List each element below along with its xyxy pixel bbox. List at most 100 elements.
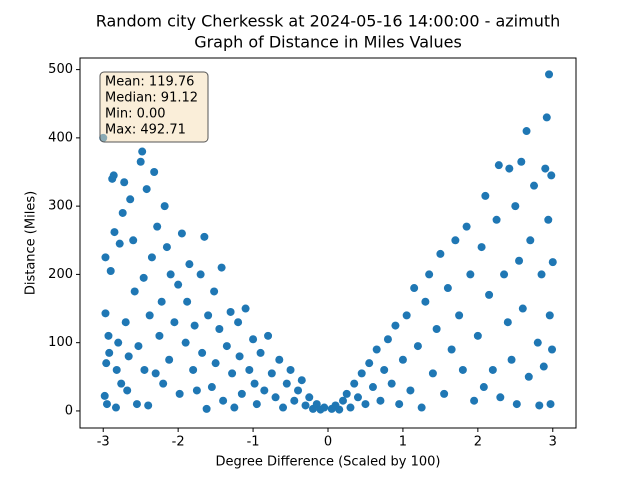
point: [267, 369, 276, 378]
point: [517, 157, 526, 166]
point: [376, 396, 385, 405]
point: [155, 331, 164, 340]
point: [417, 403, 426, 412]
point: [443, 284, 452, 293]
point: [136, 157, 145, 166]
point: [160, 202, 169, 211]
point: [275, 355, 284, 364]
point: [488, 365, 497, 374]
point: [202, 404, 211, 413]
point: [102, 359, 111, 368]
point: [166, 270, 175, 279]
point: [335, 405, 344, 414]
point: [140, 365, 149, 374]
point: [207, 383, 216, 392]
x-tick-label: 1: [399, 435, 407, 450]
stats-text: Min: 0.00: [105, 107, 166, 122]
point: [241, 304, 250, 313]
point: [250, 379, 259, 388]
point: [368, 383, 377, 392]
point: [118, 208, 127, 217]
point: [436, 249, 445, 258]
point: [121, 318, 130, 327]
point: [481, 191, 490, 200]
point: [114, 338, 123, 347]
point: [473, 331, 482, 340]
point: [413, 342, 422, 351]
point: [361, 400, 370, 409]
y-tick-label: 0: [65, 403, 73, 418]
point: [102, 400, 111, 409]
point: [138, 147, 147, 156]
point: [357, 369, 366, 378]
point: [190, 321, 199, 330]
stats-box: [99, 71, 209, 143]
point: [301, 401, 310, 410]
point: [391, 321, 400, 330]
point: [505, 164, 514, 173]
x-tick-label: -2: [172, 435, 185, 450]
point: [101, 253, 110, 262]
point: [264, 331, 273, 340]
x-tick-label: 0: [324, 435, 332, 450]
point: [432, 325, 441, 334]
point: [222, 342, 231, 351]
point: [545, 311, 554, 320]
point: [271, 393, 280, 402]
point: [105, 348, 114, 357]
point: [189, 365, 198, 374]
point: [503, 318, 512, 327]
point: [109, 171, 118, 180]
point: [539, 362, 548, 371]
point: [545, 70, 554, 79]
point: [144, 401, 153, 410]
point: [106, 266, 115, 275]
point: [402, 311, 411, 320]
point: [524, 372, 533, 381]
y-tick-label: 300: [48, 199, 73, 214]
point: [204, 311, 213, 320]
point: [192, 386, 201, 395]
point: [124, 352, 133, 361]
point: [230, 403, 239, 412]
point: [129, 236, 138, 245]
point: [110, 228, 119, 237]
point: [123, 386, 132, 395]
point: [406, 386, 415, 395]
point: [421, 297, 430, 306]
point: [120, 178, 129, 187]
point: [175, 389, 184, 398]
point: [211, 359, 220, 368]
point: [237, 389, 246, 398]
point: [165, 355, 174, 364]
point: [451, 236, 460, 245]
point: [425, 270, 434, 279]
point: [492, 215, 501, 224]
point: [235, 352, 244, 361]
y-tick-label: 200: [48, 267, 73, 282]
point: [297, 376, 306, 385]
chart-title: Random city Cherkessk at 2024-05-16 14:0…: [96, 12, 561, 31]
point: [151, 369, 160, 378]
y-tick-label: 100: [48, 335, 73, 350]
point: [353, 393, 362, 402]
point: [210, 287, 219, 296]
point: [548, 258, 557, 267]
point: [305, 393, 314, 402]
point: [294, 386, 303, 395]
point: [177, 229, 186, 238]
point: [112, 365, 121, 374]
stats-text: Median: 91.12: [105, 91, 198, 106]
point: [350, 379, 359, 388]
point: [372, 345, 381, 354]
point: [533, 338, 542, 347]
point: [279, 403, 288, 412]
point: [546, 400, 555, 409]
point: [126, 195, 135, 204]
point: [342, 389, 351, 398]
point: [234, 318, 243, 327]
point: [496, 393, 505, 402]
point: [466, 270, 475, 279]
point: [440, 389, 449, 398]
